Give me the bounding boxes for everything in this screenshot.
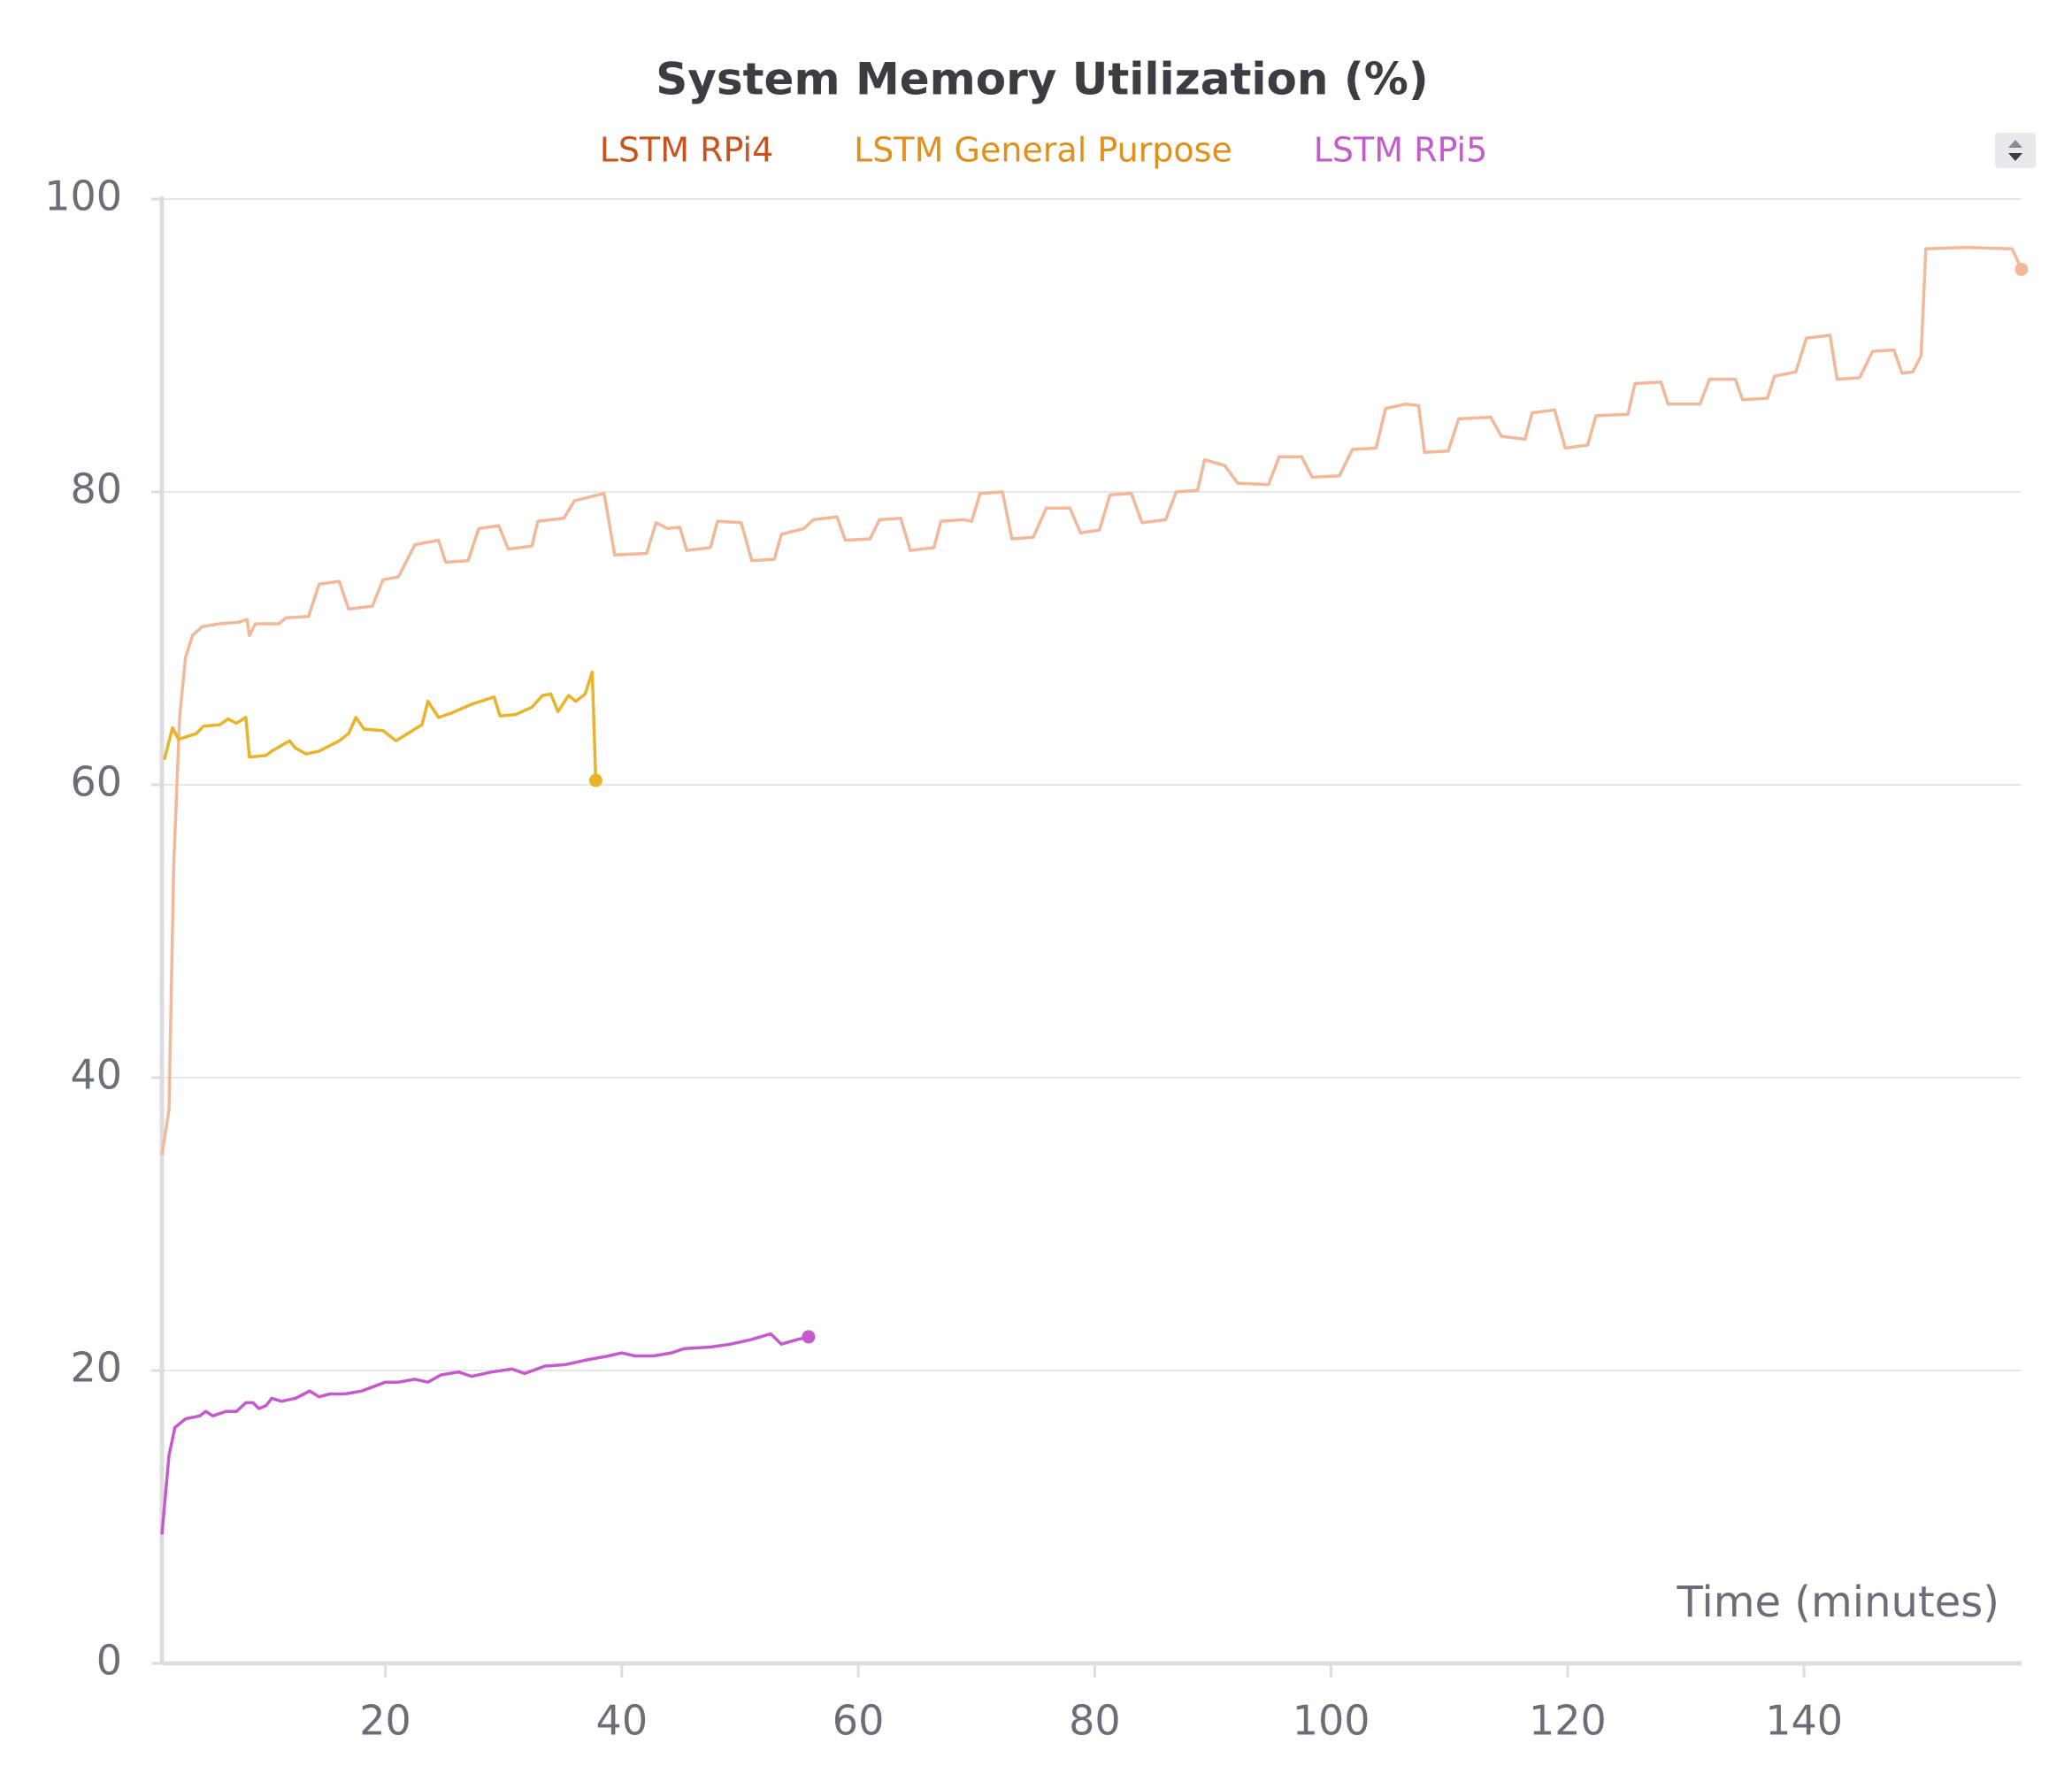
- x-tick-label: 100: [1293, 1697, 1370, 1745]
- y-tick-label: 80: [70, 465, 122, 513]
- arrow-down: [2008, 153, 2022, 161]
- x-tick-label: 40: [596, 1697, 648, 1745]
- x-tick-label: 120: [1529, 1697, 1607, 1745]
- y-tick-label: 20: [70, 1344, 122, 1392]
- series-line: [160, 245, 2023, 1156]
- y-tick-label: 100: [44, 173, 122, 220]
- arrow-up: [2008, 140, 2022, 148]
- scroll-button[interactable]: [1995, 133, 2036, 168]
- scroll-control[interactable]: [1995, 133, 2036, 168]
- x-tick-label: 80: [1069, 1697, 1121, 1745]
- y-tick-label: 60: [70, 758, 122, 806]
- legend-entry: LSTM RPi5: [1314, 131, 1488, 170]
- y-tick-label: 40: [70, 1051, 122, 1099]
- legend-entry: LSTM General Purpose: [854, 131, 1232, 170]
- x-tick-label: 20: [359, 1697, 411, 1745]
- end-point: [2014, 262, 2029, 276]
- series-line: [163, 670, 598, 781]
- legend-entry: LSTM RPi4: [600, 131, 774, 170]
- x-tick-label: 60: [833, 1697, 885, 1745]
- chart-title: System Memory Utilization (%): [656, 54, 1428, 105]
- y-tick-label: 0: [96, 1637, 122, 1685]
- end-point: [802, 1330, 816, 1344]
- series-line: [160, 1332, 810, 1535]
- x-axis-label: Time (minutes): [1677, 1578, 1999, 1627]
- x-tick-label: 140: [1765, 1697, 1843, 1745]
- end-point: [588, 773, 602, 787]
